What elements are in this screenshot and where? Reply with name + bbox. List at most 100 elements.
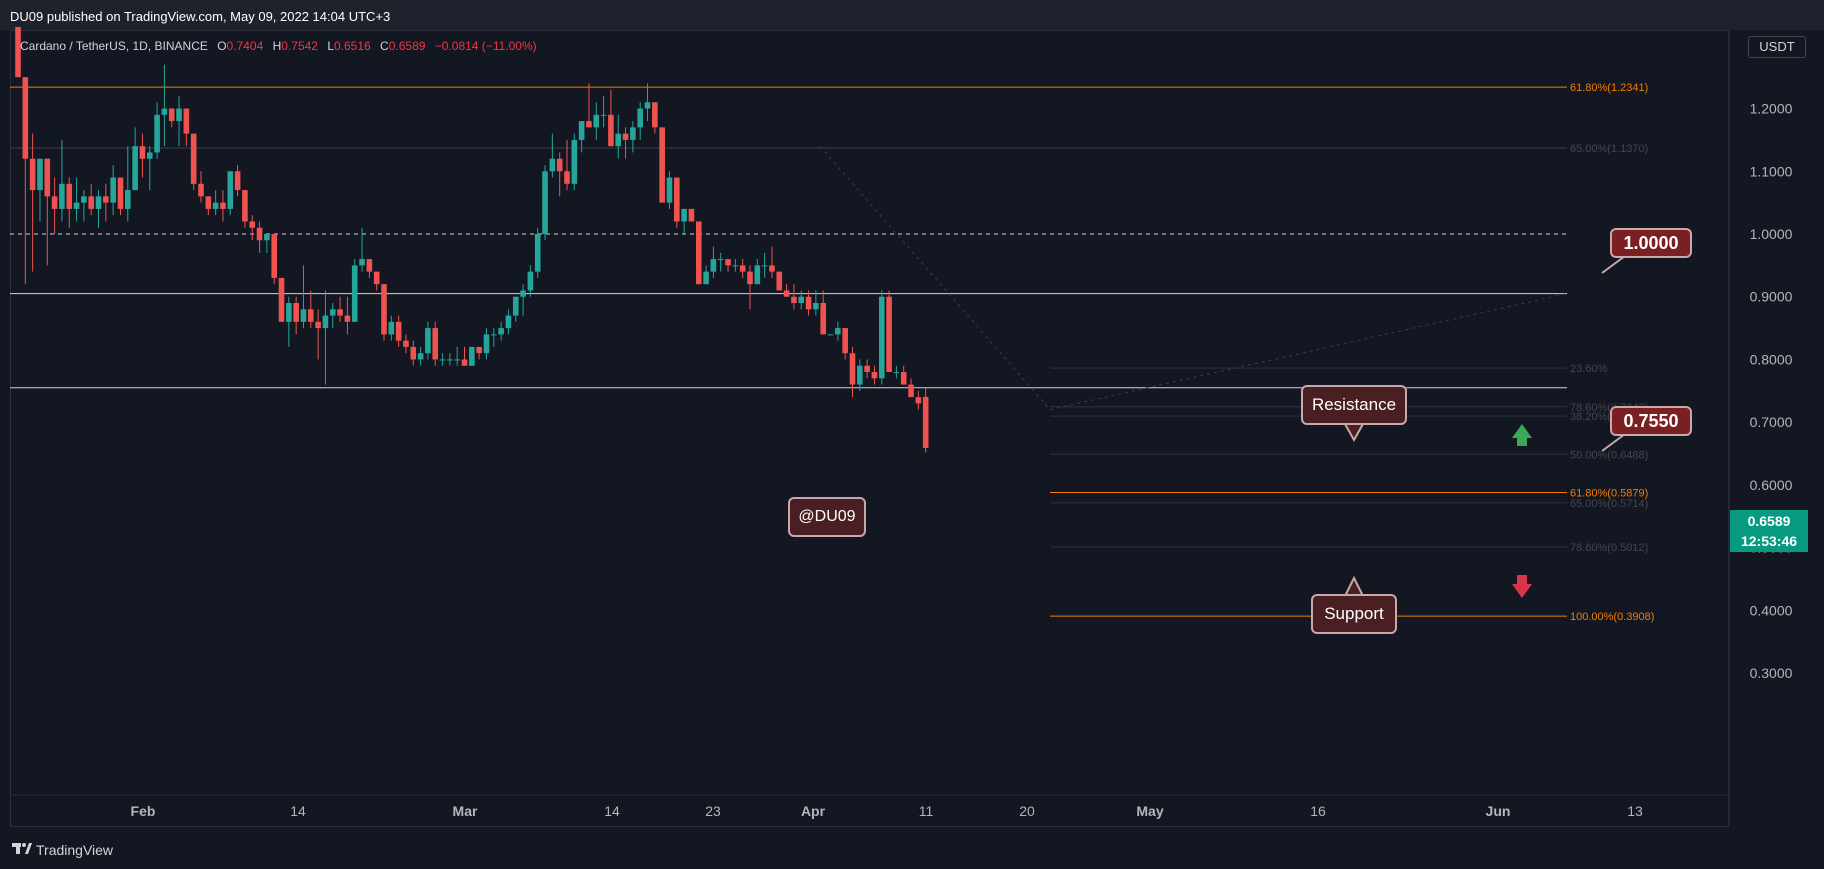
candle-body bbox=[739, 265, 746, 272]
candle-body bbox=[630, 127, 636, 140]
candle-body bbox=[615, 133, 622, 147]
fib-level-label: 23.60% bbox=[1570, 363, 1608, 375]
candle-body bbox=[103, 196, 109, 203]
candle-body bbox=[44, 158, 51, 197]
candle-body bbox=[491, 334, 497, 336]
candle-body bbox=[659, 127, 665, 203]
candle-body bbox=[29, 158, 36, 191]
candle-body bbox=[857, 365, 863, 385]
candle-body bbox=[454, 359, 460, 361]
candle-body bbox=[439, 359, 446, 361]
candle-body bbox=[139, 146, 146, 159]
publish-bar: DU09 published on TradingView.com, May 0… bbox=[0, 0, 1824, 30]
candle-body bbox=[835, 328, 841, 335]
candle-body bbox=[769, 265, 775, 272]
candle-body bbox=[278, 277, 285, 322]
candle-body bbox=[125, 190, 131, 209]
candle-body bbox=[154, 114, 160, 153]
candle-body bbox=[534, 234, 541, 272]
up-arrow-icon bbox=[1517, 438, 1527, 446]
open-label: O bbox=[217, 39, 227, 53]
candle-body bbox=[81, 196, 87, 203]
candle-body bbox=[725, 259, 731, 266]
level-callout-1: 1.0000 bbox=[1610, 228, 1692, 258]
candle-body bbox=[798, 296, 805, 304]
candle-body bbox=[776, 271, 783, 291]
currency-button[interactable]: USDT bbox=[1748, 36, 1806, 58]
x-tick-label: 23 bbox=[705, 803, 721, 819]
candle-body bbox=[234, 171, 241, 191]
candle-body bbox=[476, 346, 482, 354]
close-label: C bbox=[380, 39, 389, 53]
fib-level-label: 65.00%(0.5714) bbox=[1570, 498, 1648, 510]
candle-body bbox=[417, 353, 424, 360]
candle-body bbox=[322, 315, 329, 329]
candle-body bbox=[512, 296, 519, 316]
last-price: 0.6589 bbox=[1747, 513, 1791, 529]
change-value: −0.0814 (−11.00%) bbox=[434, 39, 537, 53]
candle-body bbox=[622, 133, 629, 140]
candle-body bbox=[827, 334, 834, 336]
candle-body bbox=[849, 353, 856, 385]
candle-body bbox=[381, 284, 387, 335]
candle-body bbox=[498, 328, 504, 335]
candle-body bbox=[586, 121, 592, 128]
candle-body bbox=[37, 158, 43, 191]
candle-body bbox=[564, 171, 570, 184]
candle-body bbox=[183, 108, 190, 134]
candle-body bbox=[161, 108, 168, 115]
candle-body bbox=[205, 196, 212, 209]
candle-body bbox=[893, 372, 900, 374]
tradingview-logo-icon bbox=[12, 843, 32, 854]
resistance-pointer bbox=[1343, 423, 1365, 443]
candle-body bbox=[110, 177, 116, 203]
candle-body bbox=[571, 139, 578, 184]
candle-body bbox=[703, 271, 709, 285]
candle-body bbox=[820, 303, 826, 335]
high-value: 0.7542 bbox=[281, 39, 318, 53]
down-arrow-icon bbox=[1512, 584, 1532, 598]
x-tick-label: 11 bbox=[919, 803, 934, 819]
candle-body bbox=[578, 121, 585, 140]
candle-body bbox=[644, 102, 651, 109]
support-callout: Support bbox=[1311, 594, 1397, 634]
candle-body bbox=[220, 202, 226, 209]
low-label: L bbox=[327, 39, 334, 53]
level-callout-2: 0.7550 bbox=[1610, 406, 1692, 436]
symbol-legend: Cardano / TetherUS, 1D, BINANCE O0.7404 … bbox=[20, 39, 537, 53]
fib-level-label: 50.00%(0.6488) bbox=[1570, 449, 1648, 461]
candle-body bbox=[88, 196, 94, 209]
fib-level-label: 65.00%(1.1370) bbox=[1570, 143, 1648, 155]
y-tick-label: 0.8000 bbox=[1750, 351, 1793, 367]
candle-body bbox=[300, 309, 307, 322]
candle-body bbox=[681, 208, 687, 222]
y-tick-label: 0.4000 bbox=[1750, 602, 1793, 618]
candle-body bbox=[871, 372, 878, 379]
candle-body bbox=[483, 334, 490, 354]
down-arrow-icon bbox=[1517, 575, 1527, 584]
candle-body bbox=[117, 177, 124, 209]
fib-level-label: 78.60%(0.5012) bbox=[1570, 542, 1648, 554]
x-tick-label: 20 bbox=[1019, 803, 1035, 819]
candle-body bbox=[373, 271, 380, 285]
candle-body bbox=[425, 328, 431, 354]
candle-body bbox=[227, 171, 234, 209]
y-tick-label: 0.7000 bbox=[1750, 414, 1793, 430]
brand-name: TradingView bbox=[36, 842, 114, 858]
candle-body bbox=[864, 365, 870, 373]
y-tick-label: 1.0000 bbox=[1750, 226, 1793, 242]
candle-body bbox=[783, 290, 790, 297]
candle-body bbox=[366, 259, 373, 272]
level-callout-pointer bbox=[1601, 255, 1626, 274]
candle-body bbox=[674, 177, 680, 222]
candle-body bbox=[271, 234, 277, 278]
y-tick-label: 1.1000 bbox=[1750, 163, 1793, 179]
candle-body bbox=[337, 309, 343, 316]
y-tick-label: 0.6000 bbox=[1750, 477, 1793, 493]
candle-body bbox=[168, 108, 175, 122]
candle-body bbox=[542, 171, 548, 234]
candle-body bbox=[176, 108, 182, 122]
high-label: H bbox=[272, 39, 282, 53]
candle-body bbox=[520, 290, 526, 297]
